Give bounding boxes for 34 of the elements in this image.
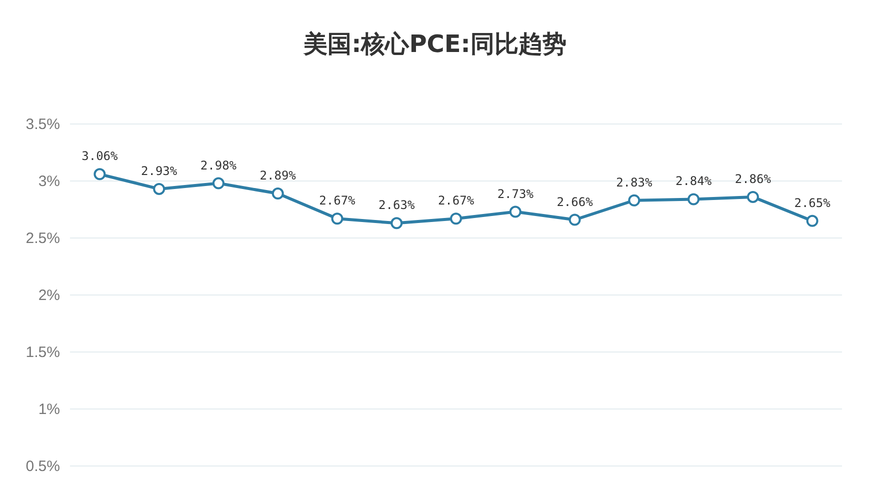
y-tick-label: 2.5% [26, 230, 60, 247]
data-label: 2.86% [734, 172, 772, 186]
chart-title: 美国:核心PCE:同比趋势 [302, 30, 566, 58]
point [94, 168, 106, 180]
point [272, 188, 284, 200]
point [628, 194, 640, 206]
point [450, 212, 462, 225]
data-label: 2.98% [200, 158, 238, 172]
data-label: 2.65% [794, 196, 832, 210]
data-label: 2.66% [556, 194, 594, 209]
data-label: 2.63% [378, 198, 416, 212]
y-tick-label: 3.5% [26, 116, 60, 133]
point [390, 217, 403, 230]
data-label: 2.67% [319, 194, 356, 208]
point [212, 177, 224, 190]
data-label: 2.67% [438, 194, 475, 208]
y-tick-label: 2% [38, 287, 60, 304]
data-label: 2.84% [675, 174, 712, 188]
y-tick-label: 1% [38, 401, 60, 418]
point [688, 193, 700, 206]
point [746, 190, 759, 203]
data-label: 2.89% [260, 168, 297, 183]
data-label: 2.73% [497, 186, 534, 201]
data-label: 2.83% [616, 175, 653, 190]
point [568, 214, 581, 226]
data-label: 2.93% [141, 164, 178, 178]
point [806, 214, 818, 227]
data-label: 3.06% [82, 149, 119, 164]
point [153, 182, 166, 195]
y-tick-label: 3% [38, 173, 60, 190]
y-tick-label: 1.5% [26, 344, 60, 361]
y-tick-label: 0.5% [26, 458, 60, 475]
point [509, 206, 522, 218]
point [331, 212, 344, 225]
